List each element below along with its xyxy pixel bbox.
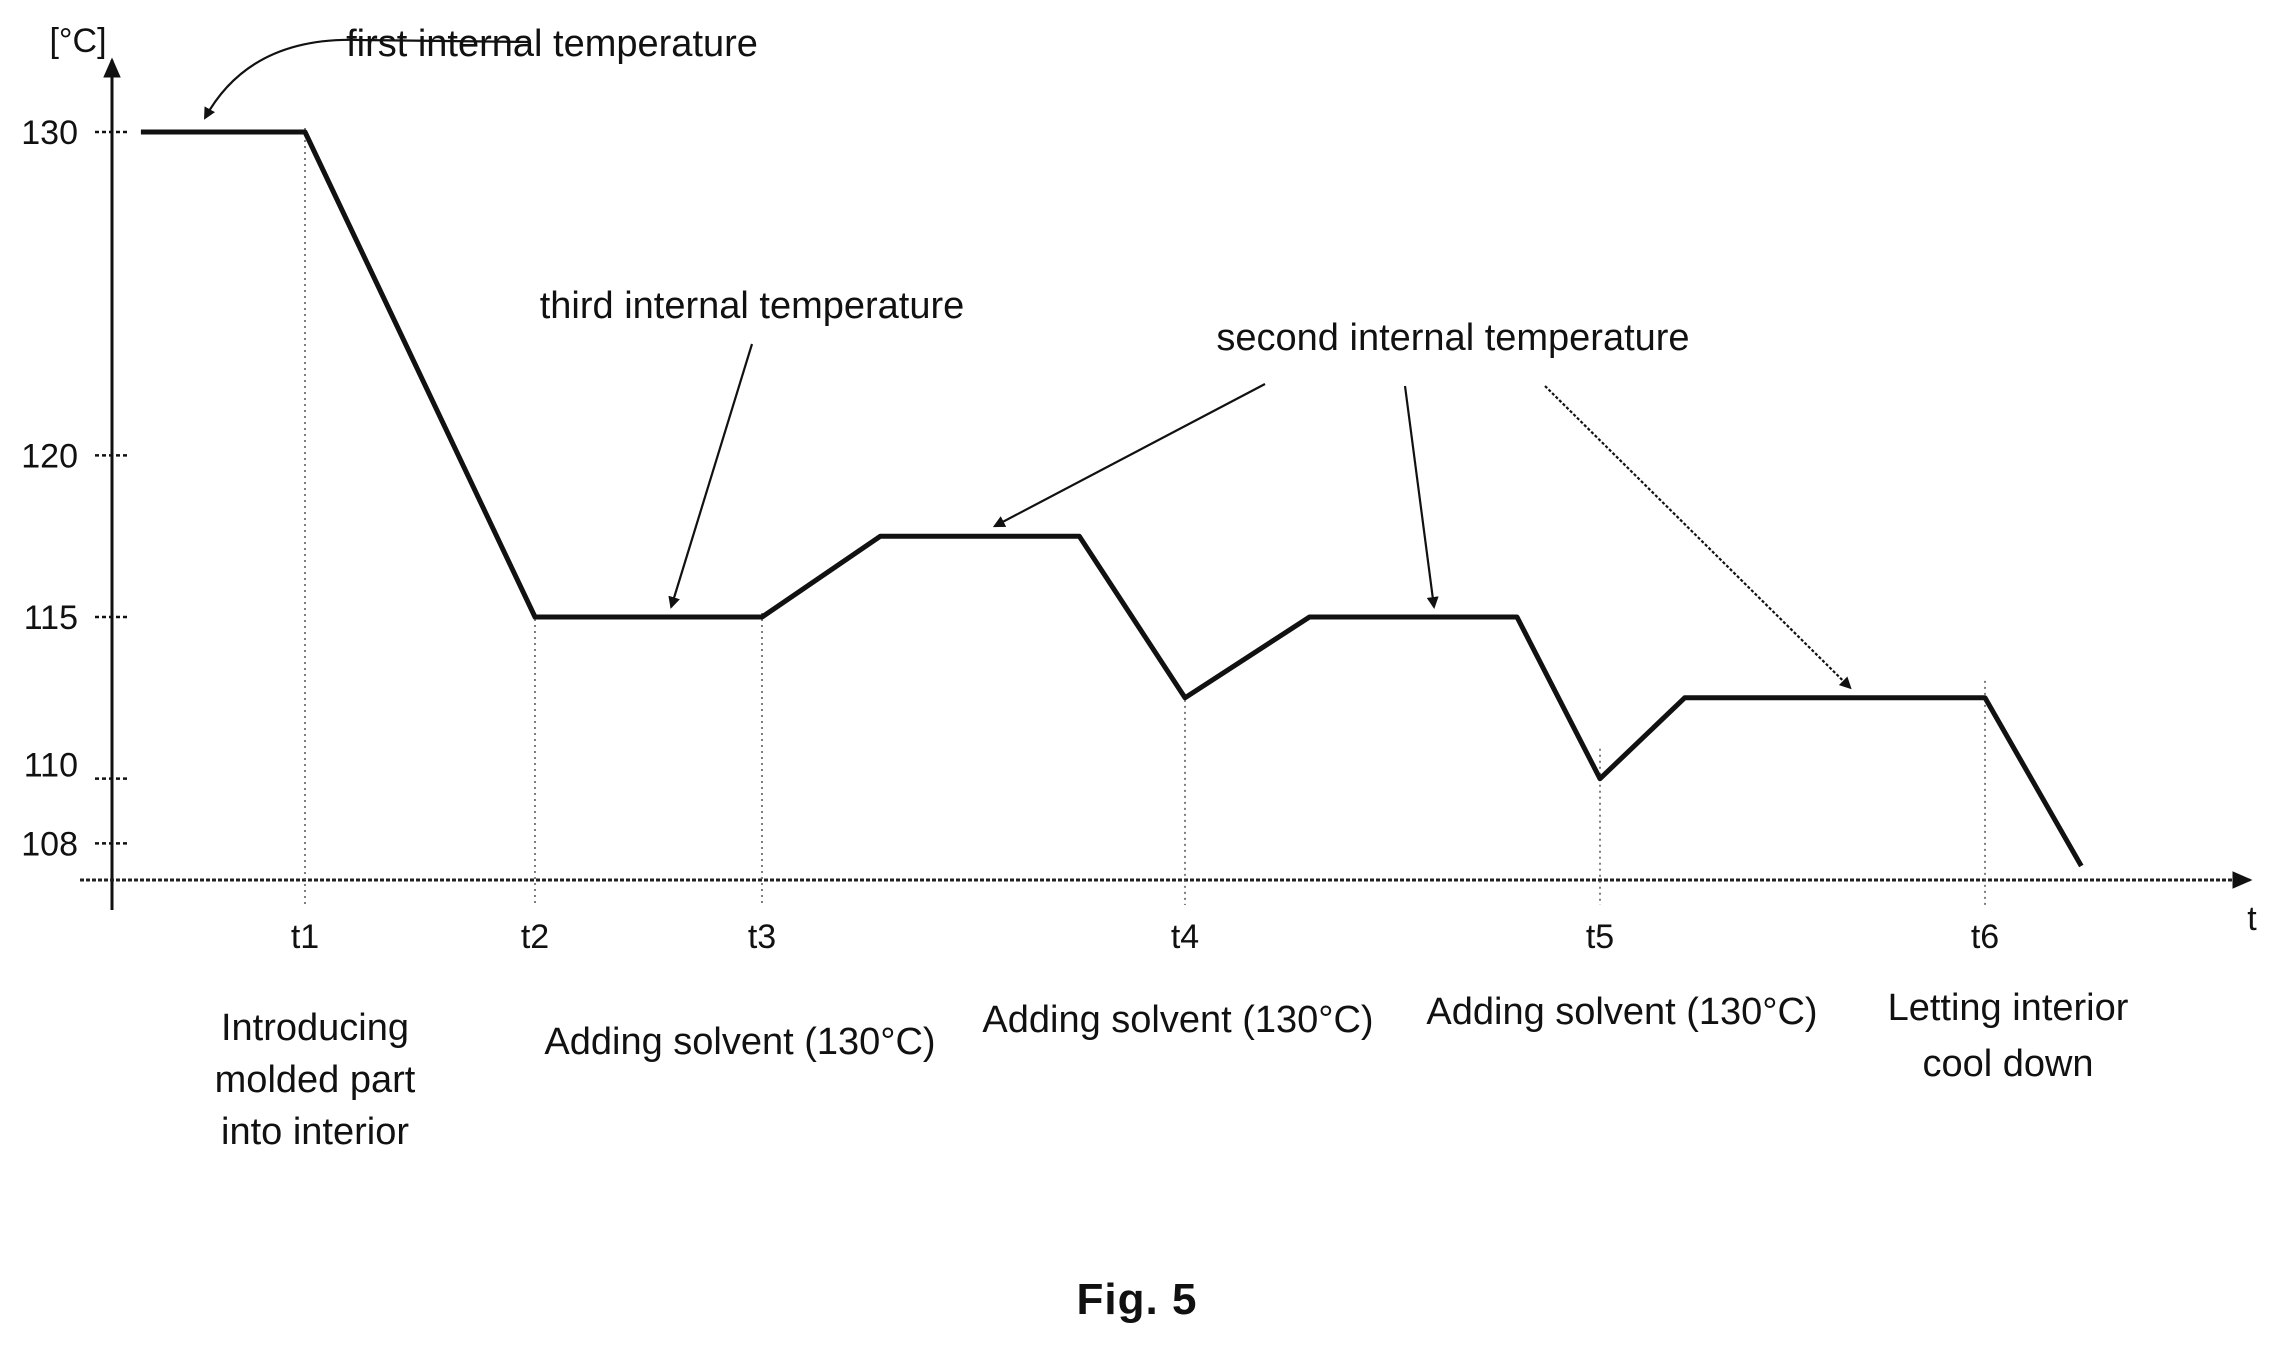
temperature-line: [140, 129, 2084, 868]
phase-label-line: cool down: [1922, 1043, 2093, 1085]
x-tick-label: t2: [521, 918, 549, 956]
phase-labels: Introducing molded part into interior Addin…: [215, 987, 2129, 1153]
phase-label-line: Introducing: [221, 1007, 409, 1049]
y-tick-label: 110: [24, 747, 78, 785]
annotation-arrow: [1403, 385, 1439, 609]
y-ticks: 130 120 115 110 108: [21, 114, 128, 863]
x-axis-label: t: [2247, 900, 2257, 938]
x-tick-label: t6: [1971, 918, 1999, 956]
phase-label-line: molded part: [215, 1059, 416, 1101]
annotation-label: second internal temperature: [1216, 317, 1689, 359]
phase-label-line: Adding solvent (130°C): [982, 999, 1373, 1041]
phase-label-line: Letting interior: [1888, 987, 2129, 1029]
x-tick-label: t4: [1171, 918, 1199, 956]
annotation-arrow: [992, 383, 1266, 528]
y-tick-label: 115: [24, 599, 78, 637]
x-tick-label: t5: [1586, 918, 1614, 956]
annotation-arrow: [204, 38, 531, 120]
annotation-label: third internal temperature: [540, 285, 965, 327]
figure-caption: Fig. 5: [1076, 1275, 1198, 1324]
x-ticks: t1 t2 t3 t4 t5 t6: [291, 918, 1999, 956]
annotation-label: first internal temperature: [346, 23, 758, 65]
y-tick-label: 130: [21, 114, 78, 152]
y-tick-label: 108: [21, 825, 78, 863]
phase-label-line: into interior: [221, 1111, 409, 1153]
time-guides: [304, 128, 1986, 905]
phase-label-line: Adding solvent (130°C): [1426, 991, 1817, 1033]
annotation-arrow: [668, 343, 754, 609]
y-tick-label: 120: [21, 437, 78, 475]
x-tick-label: t1: [291, 918, 319, 956]
x-tick-label: t3: [748, 918, 776, 956]
annotation-arrow: [1544, 385, 1852, 690]
annotations: first internal temperature third internal…: [204, 23, 1852, 690]
y-axis-unit: [°C]: [49, 22, 106, 60]
phase-label-line: Adding solvent (130°C): [544, 1021, 935, 1063]
